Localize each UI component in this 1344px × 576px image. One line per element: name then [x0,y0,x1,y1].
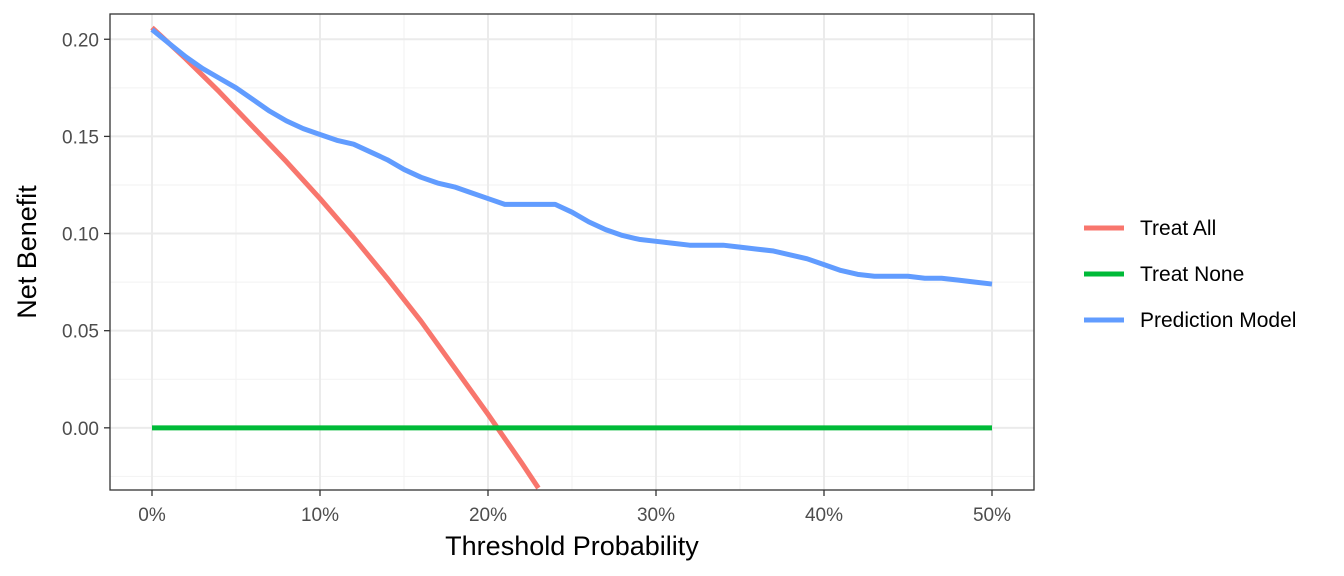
legend-label-treat-none: Treat None [1140,263,1244,286]
x-tick-label: 50% [973,505,1011,526]
legend-label-treat-all: Treat All [1140,217,1216,240]
x-tick-label: 40% [805,505,843,526]
series-line-treat-all [150,25,541,490]
y-axis-ticks: 0.00 0.05 0.10 0.15 0.20 [62,30,110,440]
x-tick-label: 20% [469,505,507,526]
y-tick-label: 0.15 [62,127,99,148]
legend-label-prediction-model: Prediction Model [1140,309,1296,332]
series-lines [150,25,993,490]
y-tick-label: 0.05 [62,322,99,343]
y-axis-title: Net Benefit [12,185,42,319]
x-axis-title: Threshold Probability [445,531,699,561]
x-tick-label: 0% [138,505,166,526]
y-tick-label: 0.20 [62,30,99,51]
legend: Treat All Treat None Prediction Model [1084,217,1296,332]
major-gridlines [110,14,1034,490]
x-tick-label: 30% [637,505,675,526]
minor-gridlines [110,14,1034,490]
x-axis-ticks: 0% 10% 20% 30% 40% 50% [138,490,1011,526]
plot-border [109,13,1035,491]
y-tick-label: 0.10 [62,225,99,246]
y-tick-label: 0.00 [62,419,99,440]
series-line-prediction-model [150,27,993,287]
x-tick-label: 10% [301,505,339,526]
